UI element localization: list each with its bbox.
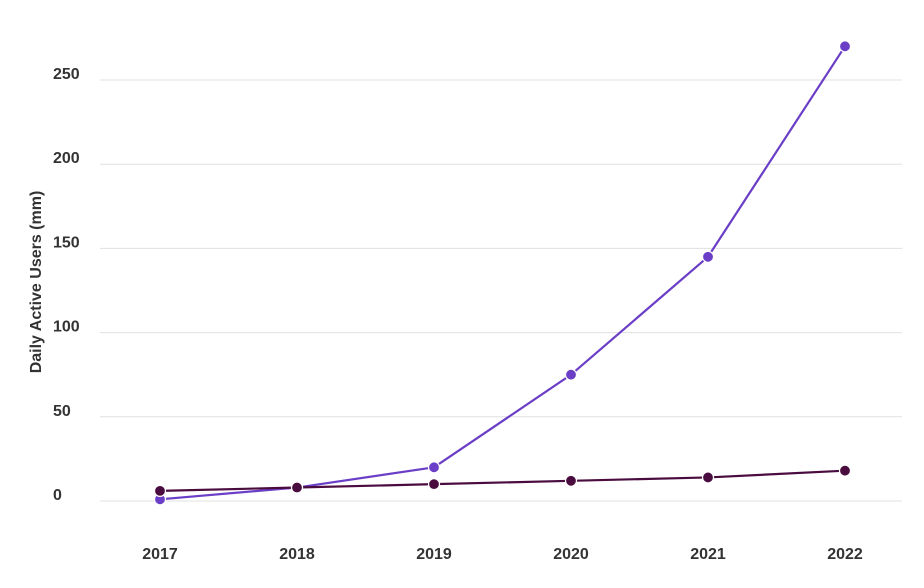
series-1-point — [427, 461, 441, 474]
x-tick-label: 2018 — [279, 546, 315, 563]
series-1-point — [838, 40, 852, 53]
series-points — [153, 40, 852, 506]
series-2-point — [564, 474, 578, 487]
series-2-line — [159, 469, 846, 492]
series-lines — [159, 45, 846, 501]
y-tick-label: 150 — [53, 234, 80, 251]
series-2-point — [701, 471, 715, 484]
y-tick-label: 0 — [53, 487, 62, 504]
y-tick-label: 100 — [53, 319, 80, 336]
x-tick-label: 2020 — [553, 546, 589, 563]
y-tick-label: 50 — [53, 403, 71, 420]
gridlines — [100, 79, 902, 502]
y-axis-tick-labels: 0 50 100 150 200 250 — [53, 66, 80, 504]
series-2-point — [153, 484, 167, 497]
series-2-point — [290, 481, 304, 494]
x-tick-label: 2017 — [142, 546, 178, 563]
x-axis-tick-labels: 2017 2018 2019 2020 2021 2022 — [142, 546, 863, 563]
series-1-line — [159, 45, 846, 501]
y-tick-label: 200 — [53, 150, 80, 167]
x-tick-label: 2019 — [416, 546, 452, 563]
series-2-point — [427, 478, 441, 491]
series-2-point — [838, 464, 852, 477]
x-tick-label: 2021 — [690, 546, 726, 563]
series-1-point — [564, 368, 578, 381]
series-1-point — [701, 250, 715, 263]
y-tick-label: 250 — [53, 66, 80, 83]
x-tick-label: 2022 — [827, 546, 863, 563]
y-axis-label: Daily Active Users (mm) — [28, 191, 45, 374]
